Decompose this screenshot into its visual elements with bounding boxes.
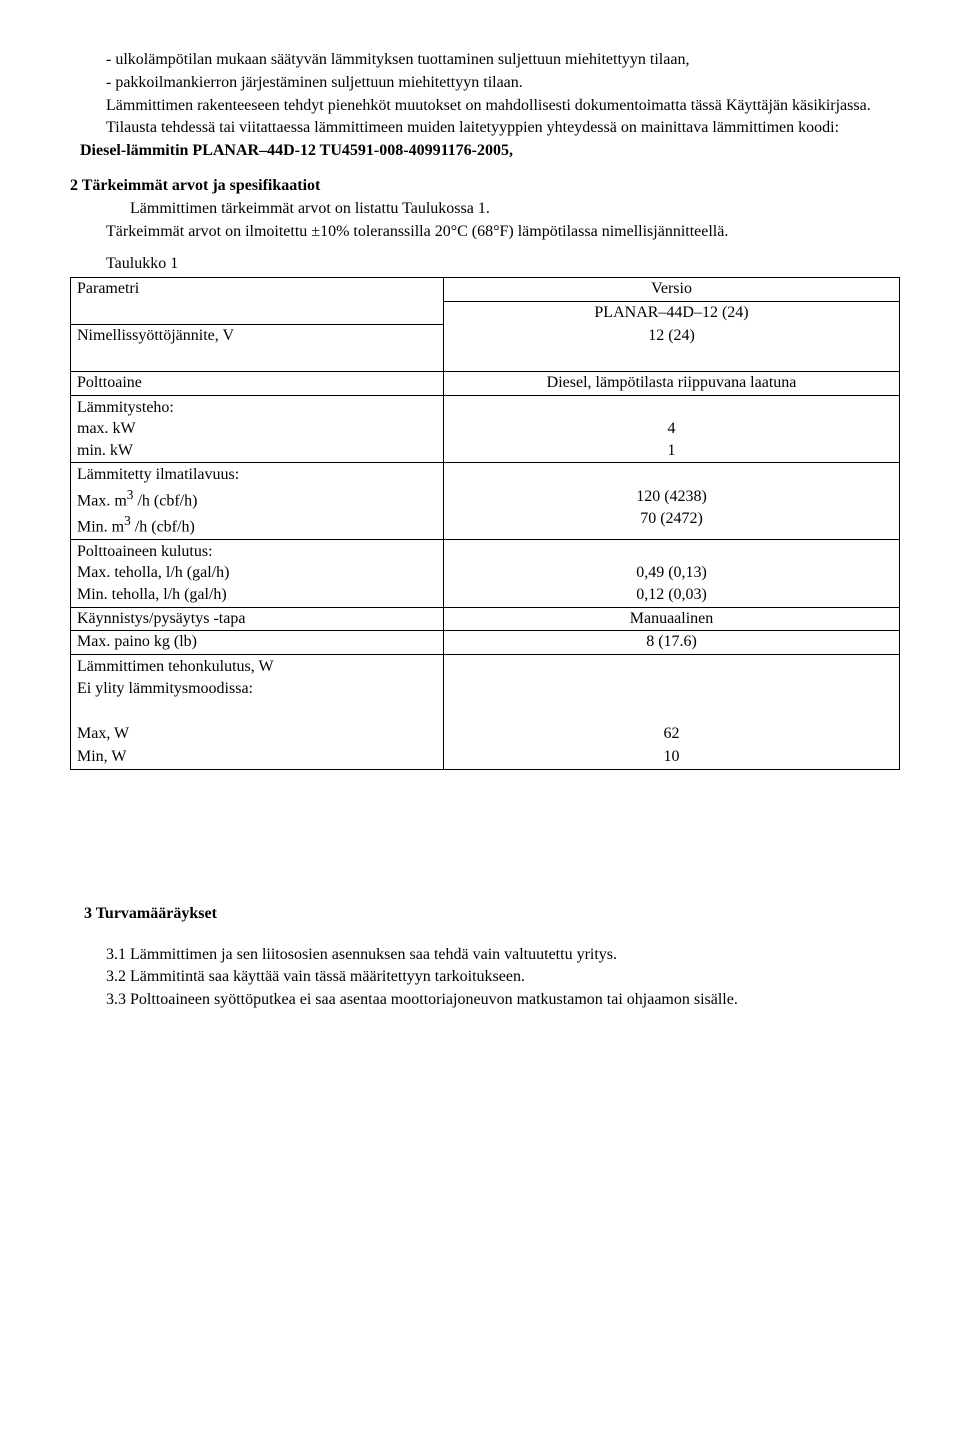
minw-label: Min, W (71, 746, 444, 769)
table-row: Käynnistys/pysäytys -tapa Manuaalinen (71, 607, 900, 631)
table-row: Lämmitysteho: max. kW min. kW 4 1 (71, 395, 900, 463)
ilmatilavuus-min-label: Min. m (77, 518, 124, 535)
lammitysteho-cell: Lämmitysteho: max. kW min. kW (71, 395, 444, 463)
maxw-value: 62 (444, 723, 900, 746)
table-row (71, 348, 900, 371)
ilmatilavuus-values: 120 (4238) 70 (2472) (444, 463, 900, 539)
table-row (71, 700, 900, 723)
lammitysteho-max-value: 4 (450, 418, 893, 440)
intro-p2: Tilausta tehdessä tai viitattaessa lämmi… (70, 118, 900, 139)
polttoaine-value: Diesel, lämpötilasta riippuvana laatuna (444, 371, 900, 395)
section-3-p2: 3.2 Lämmitintä saa käyttää vain tässä mä… (70, 967, 900, 988)
table-row: Nimellissyöttöjännite, V 12 (24) (71, 325, 900, 348)
maxw-label: Max, W (71, 723, 444, 746)
tehonkulutus-l1: Lämmittimen tehonkulutus, W (77, 656, 437, 678)
paino-value: 8 (17.6) (444, 631, 900, 655)
ilmatilavuus-min-unit: /h (cbf/h) (131, 518, 195, 535)
ilmatilavuus-min-value: 70 (2472) (450, 508, 893, 530)
table-row: Max. paino kg (lb) 8 (17.6) (71, 631, 900, 655)
lammitysteho-min-value: 1 (450, 440, 893, 462)
table-row: Min, W 10 (71, 746, 900, 769)
nimellis-value: 12 (24) (444, 325, 900, 348)
intro-bullet-2: - pakkoilmankierron järjestäminen suljet… (70, 73, 900, 94)
tehonkulutus-cell: Lämmittimen tehonkulutus, W Ei ylity läm… (71, 655, 444, 701)
table-row: Lämmitetty ilmatilavuus: Max. m 3 /h (cbf… (71, 463, 900, 539)
ilmatilavuus-max-unit: /h (cbf/h) (133, 492, 197, 509)
kulutus-min-value: 0,12 (0,03) (450, 584, 893, 606)
kulutus-max-label: Max. teholla, l/h (gal/h) (77, 562, 437, 584)
header-versio: Versio (444, 278, 900, 302)
table-row: Parametri Versio (71, 278, 900, 302)
spec-table: Parametri Versio PLANAR–44D–12 (24) Nime… (70, 277, 900, 770)
header-parametri: Parametri (71, 278, 444, 325)
paino-label: Max. paino kg (lb) (71, 631, 444, 655)
lammitysteho-min-label: min. kW (77, 440, 437, 462)
table-row: Polttoaineen kulutus: Max. teholla, l/h … (71, 539, 900, 607)
kulutus-cell: Polttoaineen kulutus: Max. teholla, l/h … (71, 539, 444, 607)
nimellis-label: Nimellissyöttöjännite, V (71, 325, 444, 348)
section-3-heading: 3 Turvamääräykset (84, 904, 900, 925)
ilmatilavuus-sup-2: 3 (124, 513, 131, 528)
table-row: Max, W 62 (71, 723, 900, 746)
table-row: Polttoaine Diesel, lämpötilasta riippuva… (71, 371, 900, 395)
table-row: Lämmittimen tehonkulutus, W Ei ylity läm… (71, 655, 900, 701)
kulutus-min-label: Min. teholla, l/h (gal/h) (77, 584, 437, 606)
intro-p1: Lämmittimen rakenteeseen tehdyt pienehkö… (70, 96, 900, 117)
polttoaine-label: Polttoaine (71, 371, 444, 395)
ilmatilavuus-cell: Lämmitetty ilmatilavuus: Max. m 3 /h (cbf… (71, 463, 444, 539)
lammitysteho-values: 4 1 (444, 395, 900, 463)
section-2-p1: Lämmittimen tärkeimmät arvot on listattu… (70, 199, 900, 220)
kaynnistys-value: Manuaalinen (444, 607, 900, 631)
header-model: PLANAR–44D–12 (24) (444, 301, 900, 324)
ilmatilavuus-max-label: Max. m (77, 492, 127, 509)
section-2-p2: Tärkeimmät arvot on ilmoitettu ±10% tole… (70, 222, 900, 243)
lammitysteho-max-label: max. kW (77, 418, 437, 440)
ilmatilavuus-title: Lämmitetty ilmatilavuus: (77, 464, 437, 486)
kulutus-values: 0,49 (0,13) 0,12 (0,03) (444, 539, 900, 607)
ilmatilavuus-max-value: 120 (4238) (450, 486, 893, 508)
kulutus-title: Polttoaineen kulutus: (77, 541, 437, 563)
tehonkulutus-l2: Ei ylity lämmitysmoodissa: (77, 678, 437, 700)
intro-code-line: Diesel-lämmitin PLANAR–44D-12 TU4591-008… (80, 141, 900, 162)
kulutus-max-value: 0,49 (0,13) (450, 562, 893, 584)
kaynnistys-label: Käynnistys/pysäytys -tapa (71, 607, 444, 631)
table-caption: Taulukko 1 (70, 254, 900, 275)
lammitysteho-title: Lämmitysteho: (77, 397, 437, 419)
section-3-p1: 3.1 Lämmittimen ja sen liitososien asenn… (70, 945, 900, 966)
minw-value: 10 (444, 746, 900, 769)
section-2-heading: 2 Tärkeimmät arvot ja spesifikaatiot (70, 176, 900, 197)
intro-bullet-1: - ulkolämpötilan mukaan säätyvän lämmity… (70, 50, 900, 71)
section-3-p3: 3.3 Polttoaineen syöttöputkea ei saa ase… (70, 990, 900, 1011)
